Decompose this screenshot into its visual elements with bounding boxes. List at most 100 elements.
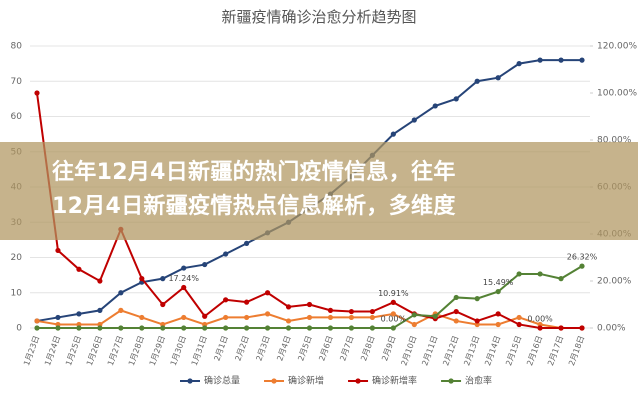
point xyxy=(244,240,250,246)
x-tick-label: 1月23日 xyxy=(22,334,41,366)
point xyxy=(118,325,124,331)
x-tick-label: 2月6日 xyxy=(317,334,334,362)
point xyxy=(390,311,396,317)
point xyxy=(34,318,40,324)
point xyxy=(369,325,375,331)
point xyxy=(160,325,166,331)
point xyxy=(76,311,82,317)
x-tick-label: 2月10日 xyxy=(399,334,418,366)
point xyxy=(495,311,501,317)
x-tick-label: 2月4日 xyxy=(275,334,292,362)
y-tick-label: 10 xyxy=(11,288,23,298)
point xyxy=(474,318,480,324)
point xyxy=(453,318,459,324)
point xyxy=(285,318,292,324)
point xyxy=(453,96,459,102)
point xyxy=(76,266,82,272)
x-tick-label: 2月2日 xyxy=(233,334,250,362)
y-tick-label: 60 xyxy=(11,112,23,122)
point xyxy=(97,325,103,331)
banner-line: 往年12月4日新疆的热门疫情信息，往年 xyxy=(52,160,456,185)
data-label: 0.00% xyxy=(527,315,553,324)
x-tick-label: 2月5日 xyxy=(296,334,313,362)
point xyxy=(264,290,271,296)
point xyxy=(160,276,166,282)
point xyxy=(223,251,229,257)
point xyxy=(390,299,396,305)
point xyxy=(411,117,417,123)
banner-line: 12月4日新疆疫情热点信息解析，多维度 xyxy=(52,194,456,219)
y2-tick-label: 0.00% xyxy=(597,324,626,334)
point xyxy=(181,265,187,271)
point xyxy=(202,261,208,268)
point xyxy=(139,325,145,331)
legend-marker xyxy=(355,378,361,384)
point xyxy=(55,325,61,331)
point xyxy=(285,325,292,331)
point xyxy=(369,308,375,315)
point xyxy=(244,299,250,305)
point xyxy=(34,90,40,96)
x-tick-label: 2月11日 xyxy=(420,334,439,366)
point xyxy=(495,75,501,81)
point xyxy=(453,308,459,315)
data-label: 26.32% xyxy=(567,253,598,262)
x-tick-label: 2月3日 xyxy=(254,334,271,362)
data-label: 0.00% xyxy=(381,315,407,324)
y2-tick-label: 80.00% xyxy=(597,136,632,146)
y2-tick-label: 120.00% xyxy=(597,42,637,52)
y-tick-label: 70 xyxy=(11,77,23,87)
point xyxy=(516,61,522,67)
point xyxy=(285,304,292,310)
point xyxy=(223,314,229,321)
x-tick-label: 2月12日 xyxy=(441,334,460,366)
x-tick-label: 2月17日 xyxy=(546,334,565,366)
legend-marker xyxy=(448,378,454,384)
point xyxy=(55,314,61,321)
point xyxy=(495,321,501,328)
x-tick-label: 2月7日 xyxy=(338,334,355,362)
x-tick-label: 2月15日 xyxy=(504,334,523,366)
x-tick-label: 2月8日 xyxy=(359,334,376,362)
point xyxy=(202,325,208,331)
y-tick-label: 0 xyxy=(16,324,22,334)
point xyxy=(474,296,480,302)
legend-label: 确诊总量 xyxy=(204,375,240,387)
point xyxy=(474,78,480,84)
y-tick-label: 80 xyxy=(11,42,23,52)
x-tick-label: 2月13日 xyxy=(462,334,481,366)
point xyxy=(55,247,61,254)
point xyxy=(579,57,585,63)
point xyxy=(516,271,522,277)
x-tick-label: 2月9日 xyxy=(380,334,397,362)
legend-label: 确诊新增率 xyxy=(372,375,417,387)
y-tick-label: 20 xyxy=(11,253,23,263)
x-tick-label: 1月24日 xyxy=(43,334,62,366)
x-tick-label: 2月16日 xyxy=(525,334,544,366)
x-tick-label: 2月14日 xyxy=(483,334,502,366)
point xyxy=(327,325,334,331)
point xyxy=(97,307,103,313)
point xyxy=(579,263,585,269)
point xyxy=(411,312,417,318)
point xyxy=(390,325,396,331)
point xyxy=(348,314,355,321)
point xyxy=(223,297,229,303)
point xyxy=(244,325,250,331)
x-tick-label: 1月30日 xyxy=(169,334,188,366)
banner: 往年12月4日新疆的热门疫情信息，往年 12月4日新疆疫情热点信息解析，多维度 xyxy=(0,142,638,240)
point xyxy=(390,131,396,137)
x-tick-label: 1月31日 xyxy=(190,334,209,366)
data-label: 10.91% xyxy=(378,289,409,298)
point xyxy=(264,311,271,317)
point xyxy=(118,290,124,296)
point xyxy=(579,325,585,331)
point xyxy=(537,325,543,331)
x-tick-label: 1月26日 xyxy=(85,334,104,366)
x-tick-label: 1月25日 xyxy=(64,334,83,366)
point xyxy=(160,301,166,308)
point xyxy=(181,314,187,321)
point xyxy=(495,288,501,295)
point xyxy=(139,276,145,282)
